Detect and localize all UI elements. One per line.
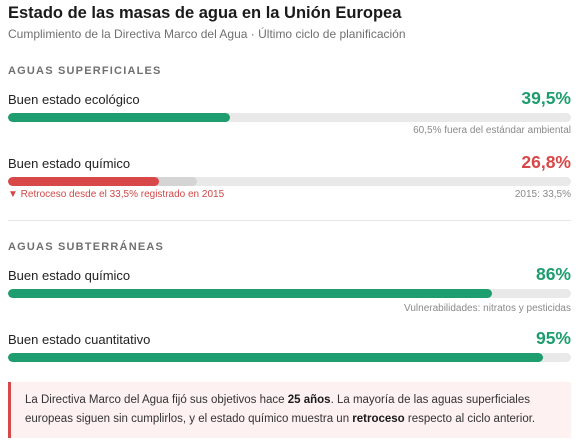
metric-value: 86%: [535, 264, 571, 284]
callout-highlight-regression: retroceso: [352, 413, 405, 425]
metric-note: 2015: 33,5%: [514, 189, 571, 200]
metric-note: 60,5% fuera del estándar ambiental: [413, 125, 571, 136]
metric-value: 95%: [535, 328, 571, 348]
progress-fill: [8, 289, 493, 298]
progress-fill: [8, 177, 159, 186]
progress-track: [8, 289, 571, 298]
regression-note: ▼ Retroceso desde el 33,5% registrado en…: [8, 189, 225, 200]
page-subtitle: Cumplimiento de la Directiva Marco del A…: [8, 27, 406, 41]
callout-highlight-years: 25 años: [287, 394, 331, 406]
metric-note: Vulnerabilidades: nitratos y pesticidas: [404, 303, 571, 314]
info-callout: La Directiva Marco del Agua fijó sus obj…: [8, 382, 571, 438]
section-heading-surface: AGUAS SUPERFICIALES: [8, 65, 162, 77]
metric-label: Buen estado químico: [8, 156, 131, 171]
metric-value: 39,5%: [521, 88, 571, 108]
metric-label: Buen estado ecológico: [8, 92, 140, 107]
callout-text: respecto al ciclo anterior.: [404, 413, 536, 425]
progress-fill: [8, 353, 543, 362]
page-title: Estado de las masas de agua en la Unión …: [8, 4, 402, 22]
callout-text: . La mayoría de las aguas superficiales …: [25, 394, 531, 425]
callout-text: La Directiva Marco del Agua fijó sus obj…: [25, 394, 288, 406]
section-divider: [8, 220, 571, 221]
metric-label: Buen estado químico: [8, 268, 131, 283]
progress-track: [8, 353, 571, 362]
metric-value: 26,8%: [521, 152, 571, 172]
progress-track: [8, 113, 571, 122]
section-heading-groundwater: AGUAS SUBTERRÁNEAS: [8, 241, 165, 253]
progress-fill: [8, 113, 231, 122]
progress-track: [8, 177, 571, 186]
metric-label: Buen estado cuantitativo: [8, 332, 151, 347]
